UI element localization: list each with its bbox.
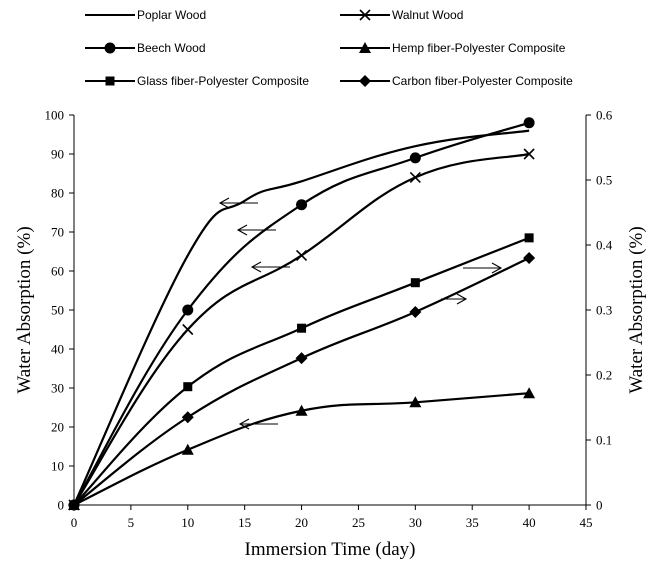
legend-marker-beech-wood: [104, 42, 116, 54]
x-tick-label: 5: [128, 515, 135, 530]
series-line-glass-fiber-polyester-composite: [73, 236, 530, 506]
data-point-hemp-fiber-polyester-composite: [409, 396, 422, 408]
y-tick-label: 50: [51, 303, 64, 318]
y-tick-label: 10: [51, 459, 64, 474]
legend-marker-carbon-fiber-polyester-composite: [359, 75, 371, 87]
y2-tick-label: 0.1: [596, 433, 612, 448]
data-point-walnut-wood: [295, 249, 308, 261]
data-point-carbon-fiber-polyester-composite: [295, 352, 308, 365]
y-axis-title: Water Absorption (%): [14, 226, 35, 393]
x-tick-label: 35: [466, 515, 479, 530]
data-point-beech-wood: [523, 117, 535, 129]
legend-label: Beech Wood: [137, 41, 206, 55]
y2-tick-label: 0.2: [596, 368, 612, 383]
legend-label: Hemp fiber-Polyester Composite: [392, 41, 566, 55]
y-tick-label: 90: [51, 147, 64, 162]
y2-tick-label: 0.6: [596, 108, 613, 123]
x-tick-label: 15: [238, 515, 251, 530]
series-line-beech-wood: [73, 121, 530, 506]
legend-label: Walnut Wood: [392, 8, 463, 22]
y-tick-label: 100: [45, 108, 65, 123]
data-point-hemp-fiber-polyester-composite: [295, 404, 308, 416]
series-line-walnut-wood: [73, 152, 530, 506]
y-tick-label: 0: [58, 498, 65, 513]
data-point-carbon-fiber-polyester-composite: [409, 305, 422, 318]
y-tick-label: 40: [51, 342, 64, 357]
x-tick-label: 45: [580, 515, 593, 530]
legend-marker-walnut-wood: [359, 9, 371, 21]
x-tick-label: 10: [181, 515, 194, 530]
data-point-carbon-fiber-polyester-composite: [68, 499, 80, 511]
y-tick-label: 80: [51, 186, 64, 201]
legend-label: Carbon fiber-Polyester Composite: [392, 74, 573, 88]
data-point-glass-fiber-polyester-composite: [183, 382, 193, 392]
data-point-glass-fiber-polyester-composite: [297, 323, 307, 333]
y2-tick-label: 0.4: [596, 238, 613, 253]
axis-arrow-left: [218, 197, 258, 209]
data-point-hemp-fiber-polyester-composite: [181, 443, 194, 455]
axis-arrow-right: [463, 262, 503, 274]
x-tick-label: 0: [71, 515, 78, 530]
y2-tick-label: 0: [596, 498, 603, 513]
y-tick-label: 70: [51, 225, 64, 240]
x-tick-label: 30: [409, 515, 422, 530]
legend-label: Glass fiber-Polyester Composite: [137, 74, 309, 88]
data-point-glass-fiber-polyester-composite: [524, 233, 534, 243]
x-tick-label: 40: [523, 515, 536, 530]
legend-marker-glass-fiber-polyester-composite: [105, 76, 115, 86]
y2-tick-label: 0.5: [596, 173, 612, 188]
data-point-hemp-fiber-polyester-composite: [523, 387, 536, 399]
y2-tick-label: 0.3: [596, 303, 612, 318]
legend-marker-hemp-fiber-polyester-composite: [359, 42, 371, 53]
data-point-carbon-fiber-polyester-composite: [181, 411, 194, 424]
y-tick-label: 20: [51, 420, 64, 435]
data-point-walnut-wood: [182, 323, 194, 336]
data-point-walnut-wood: [409, 171, 421, 183]
y-tick-label: 30: [51, 381, 64, 396]
data-point-beech-wood: [409, 152, 421, 164]
axis-arrow-left: [238, 418, 278, 430]
x-tick-label: 20: [295, 515, 308, 530]
axis-arrow-left: [236, 224, 276, 236]
data-point-carbon-fiber-polyester-composite: [523, 252, 536, 264]
y-tick-label: 60: [51, 264, 64, 279]
data-point-beech-wood: [296, 199, 308, 211]
x-axis-title: Immersion Time (day): [245, 539, 416, 560]
y2-axis-title: Water Absorption (%): [626, 226, 647, 393]
data-point-walnut-wood: [523, 148, 535, 160]
axis-arrow-right: [441, 293, 468, 305]
x-tick-label: 25: [352, 515, 365, 530]
series-line-poplar-wood: [72, 129, 530, 506]
legend-label: Poplar Wood: [137, 8, 206, 22]
data-point-beech-wood: [182, 304, 194, 316]
axis-arrow-left: [250, 261, 290, 273]
data-point-glass-fiber-polyester-composite: [410, 278, 420, 288]
